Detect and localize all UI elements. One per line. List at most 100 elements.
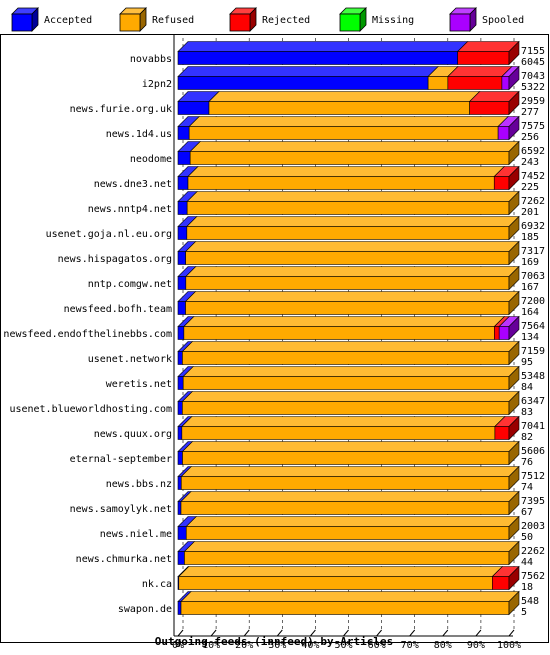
value-label-offered: 5348	[521, 371, 545, 382]
value-label-accepted: 277	[521, 107, 539, 118]
legend-swatch-rejected	[229, 7, 257, 32]
value-label-offered: 6932	[521, 221, 545, 232]
x-tick-label: 80%	[434, 640, 452, 651]
row-label: news.samoylyk.net	[70, 504, 172, 515]
row-label: swapon.de	[118, 604, 172, 615]
row-label: novabbs	[130, 54, 172, 65]
bar-segment-refused	[180, 465, 520, 491]
row-label: news.nntp4.net	[88, 204, 172, 215]
x-tick-mark	[177, 629, 184, 637]
x-tick-label: 40%	[301, 640, 319, 651]
x-tick-mark	[310, 629, 316, 637]
bar-segment-rejected	[491, 565, 520, 591]
value-label-offered: 7452	[521, 171, 545, 182]
value-label-accepted: 18	[521, 582, 533, 593]
value-label-offered: 7155	[521, 46, 545, 57]
x-tick-label: 50%	[334, 640, 352, 651]
bar-row-nk.ca	[177, 565, 520, 591]
plot-border	[0, 34, 549, 643]
bar-segment-refused	[183, 316, 506, 340]
x-tick-mark	[475, 629, 482, 637]
bar-segment-accepted	[177, 66, 439, 90]
value-label-offered: 7395	[521, 496, 545, 507]
bar-row-neodome	[177, 140, 520, 166]
value-label-accepted: 201	[521, 207, 539, 218]
row-label: news.bbs.nz	[106, 479, 172, 490]
value-label-offered: 7564	[521, 321, 545, 332]
bar-segment-refused	[189, 140, 520, 166]
row-label: newsfeed.bofh.team	[64, 304, 172, 315]
row-label: news.furie.org.uk	[70, 104, 172, 115]
bar-segment-refused	[181, 340, 520, 366]
bar-segment-refused	[183, 540, 520, 566]
row-label: news.1d4.us	[106, 129, 172, 140]
legend-item-refused: Refused	[119, 7, 194, 32]
bar-segment-accepted	[177, 141, 201, 165]
legend-label-refused: Refused	[152, 15, 194, 26]
legend-item-rejected: Rejected	[229, 7, 310, 32]
bar-row-novabbs	[177, 40, 520, 66]
value-label-accepted: 5	[521, 607, 527, 618]
value-label-accepted: 167	[521, 282, 539, 293]
bar-segment-accepted	[177, 41, 469, 65]
bar-row-news.nntp4.net	[177, 190, 520, 216]
bar-row-usenet.network	[177, 340, 520, 366]
x-tick-mark	[409, 629, 416, 637]
value-label-offered: 7159	[521, 346, 545, 357]
value-label-offered: 7043	[521, 71, 545, 82]
bar-row-news.samoylyk.net	[177, 490, 520, 516]
value-label-accepted: 243	[521, 157, 539, 168]
row-label: news.quux.org	[94, 429, 172, 440]
bar-row-newsfeed.endofthelinebbs.com	[177, 315, 520, 341]
bar-row-news.dne3.net	[177, 165, 520, 191]
bar-segment-refused	[208, 91, 481, 115]
value-label-accepted: 164	[521, 307, 539, 318]
chart-title: Outgoing feeds (innfeed) by Articles	[155, 635, 393, 648]
x-tick-mark	[343, 629, 349, 637]
x-tick-label: 90%	[467, 640, 485, 651]
legend-label-accepted: Accepted	[44, 15, 92, 26]
value-label-offered: 7575	[521, 121, 545, 132]
legend-swatch-refused	[119, 7, 147, 32]
row-label: newsfeed.endofthelinebbs.com	[3, 329, 172, 340]
bar-segment-refused	[180, 590, 520, 616]
x-tick-label: 20%	[235, 640, 253, 651]
row-label: news.chmurka.net	[76, 554, 172, 565]
value-label-offered: 2959	[521, 96, 545, 107]
value-label-offered: 2262	[521, 546, 545, 557]
row-label: usenet.network	[88, 354, 172, 365]
legend-label-spooled: Spooled	[482, 15, 524, 26]
value-label-offered: 7063	[521, 271, 545, 282]
legend-item-spooled: Spooled	[449, 7, 524, 32]
value-label-accepted: 5322	[521, 82, 545, 93]
row-label: usenet.goja.nl.eu.org	[46, 229, 172, 240]
bars	[177, 40, 520, 616]
value-label-offered: 7200	[521, 296, 545, 307]
bar-row-nntp.comgw.net	[177, 265, 520, 291]
bar-row-news.1d4.us	[177, 115, 520, 141]
row-label: news.dne3.net	[94, 179, 172, 190]
bar-row-news.bbs.nz	[177, 465, 520, 491]
value-label-offered: 2003	[521, 521, 545, 532]
value-label-accepted: 50	[521, 532, 533, 543]
value-label-accepted: 225	[521, 182, 539, 193]
bar-row-usenet.goja.nl.eu.org	[177, 215, 520, 241]
bar-row-news.chmurka.net	[177, 540, 520, 566]
bar-segment-rejected	[494, 415, 520, 441]
legend-swatch-spooled	[449, 7, 477, 32]
x-tick-label: 10%	[202, 640, 220, 651]
bar-segment-refused	[180, 490, 520, 516]
x-tick-mark	[442, 629, 449, 637]
value-label-offered: 7317	[521, 246, 545, 257]
value-label-offered: 7562	[521, 571, 545, 582]
x-tick-label: 100%	[497, 640, 521, 651]
value-labels: 7155604570435322295927775752566592243745…	[521, 46, 545, 618]
bar-segment-spooled	[497, 115, 520, 141]
bar-segment-refused	[182, 365, 520, 391]
legend: Accepted Refused Rejected Missing Spooled	[11, 7, 524, 32]
bar-segment-refused	[427, 66, 459, 90]
row-label: i2pn2	[142, 79, 172, 90]
value-label-accepted: 74	[521, 482, 533, 493]
value-label-accepted: 6045	[521, 57, 545, 68]
